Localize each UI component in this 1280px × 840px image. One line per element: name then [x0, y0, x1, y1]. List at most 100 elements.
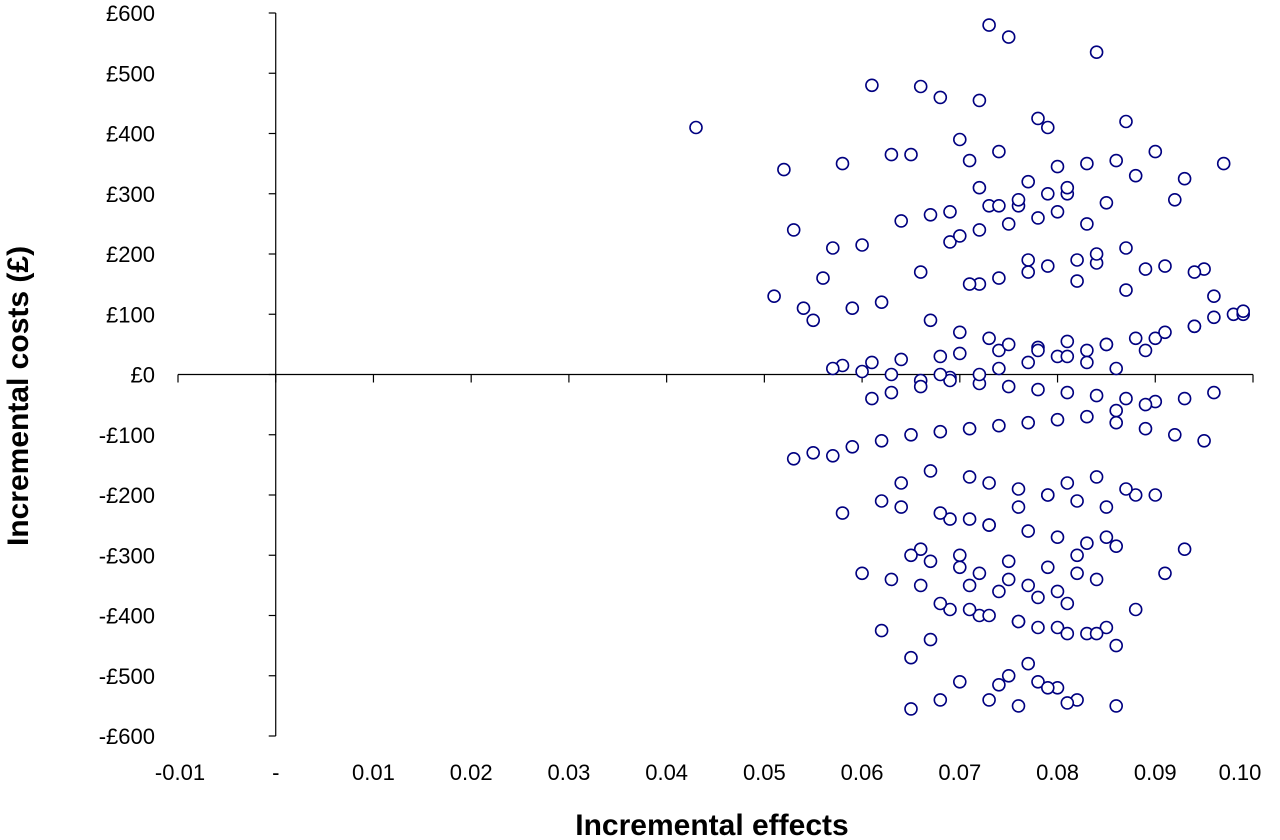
- data-point: [1080, 343, 1094, 358]
- data-point: [992, 271, 1006, 285]
- x-tick-label: 0.05: [743, 760, 786, 785]
- data-point: [835, 506, 850, 520]
- data-point: [1119, 114, 1133, 129]
- y-tick-label: -£500: [99, 664, 155, 689]
- data-point: [1148, 331, 1163, 346]
- data-point: [1011, 482, 1026, 496]
- x-tick-label: -0.01: [155, 760, 205, 785]
- data-point: [933, 506, 948, 520]
- data-point: [786, 451, 801, 466]
- data-point: [982, 18, 996, 32]
- data-point: [972, 566, 987, 581]
- data-point: [933, 90, 948, 105]
- data-point: [1011, 500, 1026, 514]
- data-point: [1080, 217, 1094, 231]
- data-point: [1089, 470, 1104, 484]
- data-point: [1099, 337, 1114, 352]
- x-tick-label: 0.01: [352, 760, 395, 785]
- data-point: [816, 271, 830, 285]
- data-point: [845, 439, 860, 454]
- data-point: [1177, 391, 1192, 406]
- data-point: [962, 578, 977, 593]
- data-point: [1001, 379, 1016, 394]
- data-point: [1001, 668, 1016, 683]
- data-point: [982, 476, 996, 490]
- data-point: [1197, 433, 1211, 448]
- data-point: [1099, 196, 1114, 210]
- data-point: [1148, 144, 1163, 159]
- y-tick-label: -£300: [99, 543, 155, 568]
- data-point: [1128, 602, 1143, 617]
- y-tick-label: £100: [106, 302, 155, 327]
- data-point: [874, 623, 889, 638]
- data-point: [1080, 409, 1094, 424]
- data-point: [1021, 415, 1035, 430]
- x-tick-label: 0.08: [1036, 760, 1079, 785]
- data-point: [865, 78, 879, 93]
- axes: [178, 13, 1253, 736]
- data-point: [1021, 355, 1035, 370]
- y-tick-label: -£100: [99, 423, 155, 448]
- data-point: [1138, 421, 1153, 436]
- data-point: [1060, 385, 1075, 400]
- data-point: [933, 693, 948, 707]
- data-point: [1050, 412, 1065, 427]
- data-point: [943, 373, 957, 388]
- data-point: [943, 602, 957, 617]
- y-axis-title: Incremental costs (£): [2, 246, 35, 546]
- data-point: [825, 241, 840, 255]
- data-point: [1011, 699, 1026, 713]
- data-point: [992, 343, 1006, 358]
- data-point: [972, 180, 987, 195]
- x-tick-label: 0.03: [547, 760, 590, 785]
- data-point: [894, 352, 909, 367]
- data-point: [1128, 331, 1143, 346]
- data-point: [1148, 488, 1163, 502]
- data-point: [933, 349, 948, 364]
- data-point: [923, 632, 938, 647]
- data-point: [689, 120, 703, 135]
- y-tick-label: £400: [106, 122, 155, 147]
- data-point: [825, 448, 840, 463]
- data-point: [884, 572, 899, 587]
- y-tick-label: £200: [106, 242, 155, 267]
- data-point: [952, 346, 967, 361]
- x-tick-label: 0.10: [1219, 760, 1262, 785]
- data-point: [806, 313, 821, 328]
- data-point: [1050, 584, 1065, 599]
- data-point: [1031, 343, 1045, 358]
- data-point: [992, 361, 1006, 376]
- data-point: [1021, 656, 1035, 671]
- data-point: [1070, 566, 1084, 581]
- data-point: [1216, 156, 1231, 171]
- data-point: [1041, 120, 1055, 135]
- data-point: [1207, 385, 1221, 400]
- data-point: [1119, 283, 1133, 297]
- data-point: [855, 238, 869, 252]
- data-point: [992, 584, 1006, 599]
- data-point: [1031, 211, 1045, 225]
- data-point: [1158, 259, 1172, 273]
- data-point: [904, 702, 918, 716]
- y-tick-label: -£400: [99, 604, 155, 629]
- data-point: [992, 677, 1006, 692]
- data-point: [904, 147, 918, 162]
- data-point: [962, 277, 977, 291]
- data-point: [904, 548, 918, 563]
- data-point: [1021, 524, 1035, 538]
- data-point: [1050, 205, 1065, 219]
- data-point: [1089, 572, 1104, 587]
- data-point: [913, 578, 928, 593]
- data-point: [952, 229, 967, 243]
- data-point: [1041, 488, 1055, 502]
- data-point: [943, 205, 957, 219]
- data-point: [1080, 536, 1094, 551]
- data-point: [1070, 274, 1084, 288]
- data-point: [767, 289, 781, 304]
- data-point: [1041, 187, 1055, 201]
- y-tick-label: £300: [106, 182, 155, 207]
- data-point: [894, 500, 909, 514]
- data-point: [1070, 494, 1084, 508]
- data-point: [1128, 168, 1143, 183]
- data-point: [1070, 253, 1084, 267]
